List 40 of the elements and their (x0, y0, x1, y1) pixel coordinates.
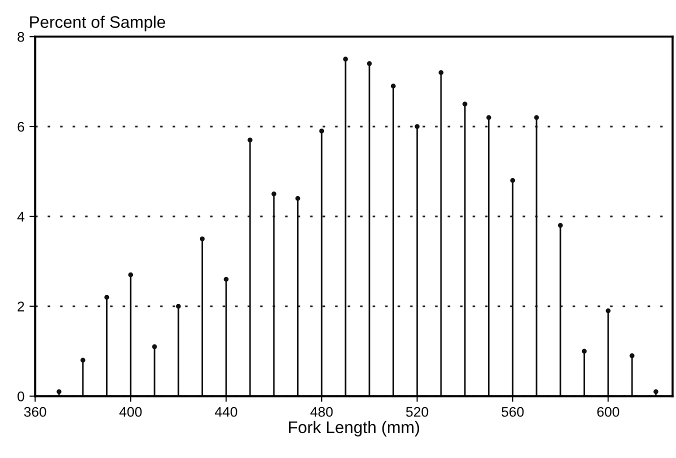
point (366, 61, 372, 66)
x-axis-title: Fork Length (mm) (289, 420, 420, 436)
y-tick-label: 4 (17, 212, 24, 222)
point (295, 196, 300, 201)
point (104, 294, 110, 300)
x-tick-label: 360 (24, 406, 46, 417)
x-tick-label: 600 (597, 406, 620, 417)
y-tick-label: 0 (18, 392, 24, 402)
x-tick-label: 440 (214, 406, 238, 417)
point (510, 178, 516, 183)
point (462, 102, 468, 106)
point (152, 344, 157, 350)
point (80, 358, 86, 363)
x-tick-label: 520 (406, 406, 428, 417)
point (390, 84, 396, 89)
point (582, 348, 587, 354)
x-tick-label: 400 (119, 406, 142, 417)
point (558, 222, 563, 228)
y-tick-label: 6 (18, 122, 24, 132)
y-tick-label: 8 (18, 32, 24, 42)
point (200, 236, 205, 242)
point (128, 272, 134, 278)
point (248, 138, 252, 142)
point (606, 308, 611, 314)
x-tick-label: 480 (310, 406, 333, 417)
point (176, 304, 181, 309)
point (271, 192, 276, 196)
point (630, 353, 634, 358)
point (343, 56, 348, 62)
point (319, 128, 324, 134)
point (653, 389, 658, 394)
x-tick-label: 560 (502, 406, 524, 417)
point (534, 115, 539, 120)
point (438, 70, 444, 76)
point (486, 115, 492, 120)
point (56, 389, 62, 394)
point (224, 276, 229, 282)
y-axis-title: Percent of Sample (30, 16, 166, 32)
y-tick-label: 2 (18, 302, 24, 312)
point (414, 124, 420, 129)
